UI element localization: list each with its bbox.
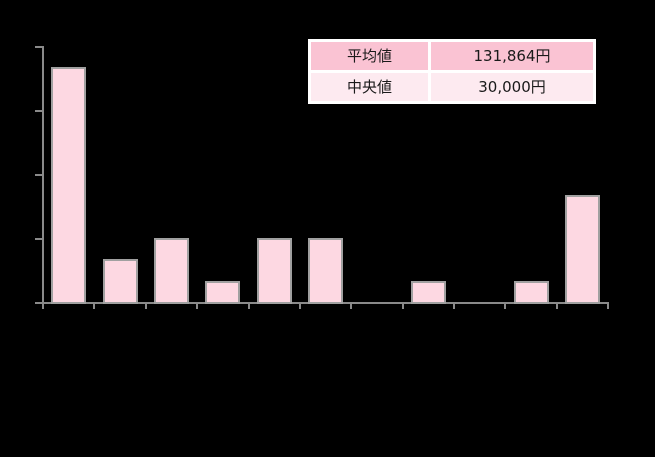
- bar: [513, 281, 549, 304]
- x-axis-tick: [607, 302, 609, 309]
- bar: [153, 238, 189, 304]
- bar: [564, 195, 600, 304]
- bar: [308, 238, 343, 304]
- stat-label-mean: 平均値: [311, 42, 428, 70]
- x-axis-tick: [93, 302, 96, 309]
- bar: [102, 259, 138, 304]
- x-axis-tick: [401, 302, 404, 309]
- stat-value-mean: 131,864円: [431, 42, 593, 70]
- bar: [256, 238, 292, 304]
- x-axis-tick: [350, 302, 353, 309]
- x-axis-tick: [555, 302, 558, 309]
- bar: [51, 67, 87, 304]
- y-axis-tick: [35, 174, 43, 176]
- x-axis-tick: [504, 302, 507, 309]
- stat-value-median: 30,000円: [431, 73, 593, 101]
- x-axis-tick: [247, 302, 250, 309]
- x-axis-tick: [144, 302, 147, 309]
- x-axis-tick: [42, 302, 44, 309]
- y-axis-tick: [35, 302, 43, 304]
- x-axis-tick: [196, 302, 199, 309]
- x-axis-tick: [298, 302, 301, 309]
- y-axis-tick: [35, 110, 43, 112]
- bar: [205, 281, 241, 304]
- y-axis-line: [42, 46, 44, 304]
- y-axis-tick: [35, 238, 43, 240]
- stats-table: 平均値 131,864円 中央値 30,000円: [308, 39, 596, 104]
- y-axis-tick: [35, 46, 43, 48]
- bar: [410, 281, 446, 304]
- stat-label-median: 中央値: [311, 73, 428, 101]
- x-axis-tick: [452, 302, 455, 309]
